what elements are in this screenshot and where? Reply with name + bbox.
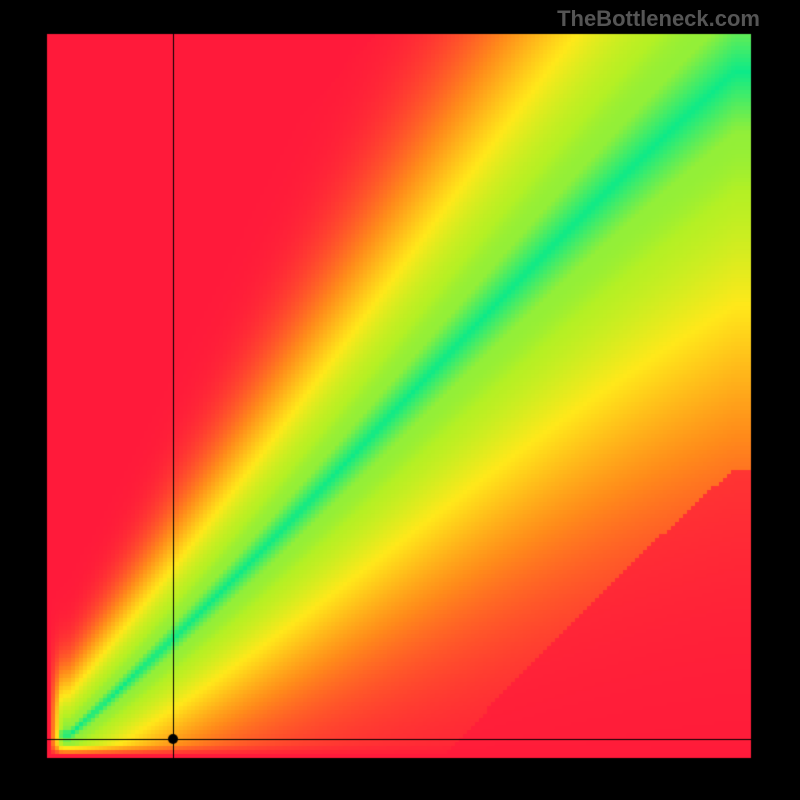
watermark-text: TheBottleneck.com	[557, 6, 760, 32]
heatmap-canvas	[0, 0, 800, 800]
chart-container: TheBottleneck.com	[0, 0, 800, 800]
